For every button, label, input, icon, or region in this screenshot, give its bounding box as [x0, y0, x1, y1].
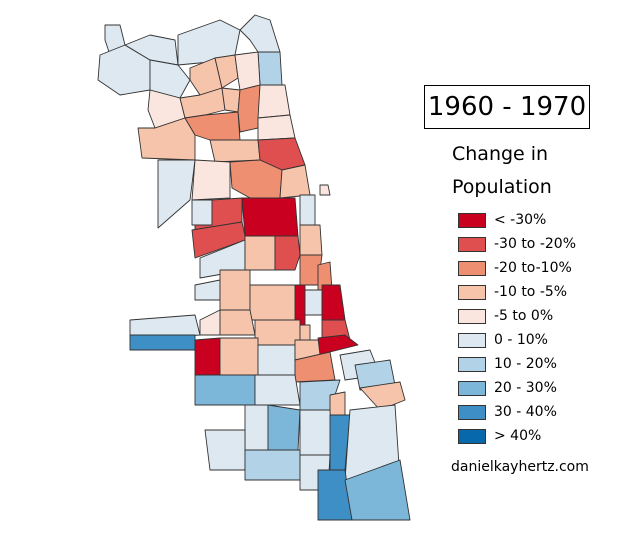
area-austin-north	[191, 199, 213, 226]
area-brighton-park	[249, 284, 301, 321]
legend-swatch	[458, 356, 486, 372]
area-archer-heights	[219, 269, 251, 311]
area-east-garfield	[244, 235, 276, 271]
area-chicago-lawn	[219, 337, 259, 376]
area-bridgeport	[294, 284, 306, 326]
legend-label: 30 - 40%	[494, 404, 557, 420]
legend-title: Change in Population	[452, 138, 572, 204]
area-near-north-side	[299, 194, 316, 226]
area-south-chicago	[359, 381, 406, 411]
legend-swatch	[458, 332, 486, 348]
area-forest-glen	[124, 34, 179, 66]
area-loop	[319, 184, 331, 196]
area-armour-square	[304, 289, 323, 316]
map-title: 1960 - 1970	[424, 85, 590, 129]
area-jefferson-park	[149, 59, 191, 99]
area-montclare	[157, 159, 196, 229]
area-fuller-park	[299, 324, 311, 341]
area-logan-square	[279, 164, 311, 199]
area-hegewisch	[344, 459, 411, 521]
area-edgewater	[257, 84, 291, 119]
legend-swatch	[458, 284, 486, 300]
credit-text: danielkayhertz.com	[451, 459, 589, 475]
area-new-city	[254, 319, 301, 346]
area-west-ridge	[257, 51, 283, 86]
area-lakeview	[209, 139, 261, 163]
legend-item: 30 - 40%	[458, 400, 576, 424]
legend-label: -20 to-10%	[494, 260, 572, 276]
area-lincoln-square	[234, 51, 261, 91]
area-uptown	[237, 84, 261, 133]
area-dunning	[137, 117, 196, 161]
legend-label: -10 to -5%	[494, 284, 568, 300]
area-avalon-park	[329, 391, 346, 416]
legend-item: -30 to -20%	[458, 232, 576, 256]
area-near-west-side	[274, 235, 301, 271]
area-rogers-park	[239, 14, 281, 56]
legend-swatch	[458, 260, 486, 276]
legend-item: < -30%	[458, 208, 576, 232]
legend-label: 0 - 10%	[494, 332, 548, 348]
legend-swatch	[458, 212, 486, 228]
area-ashburn	[194, 374, 256, 406]
area-humboldt-park	[241, 197, 299, 237]
area-auburn-gresham	[254, 374, 301, 406]
area-west-town-east	[299, 224, 323, 256]
area-beverly	[244, 404, 269, 451]
legend-label: < -30%	[494, 212, 547, 228]
legend-label: 20 - 30%	[494, 380, 557, 396]
legend-swatch	[458, 428, 486, 444]
legend-title-line2: Population	[452, 176, 552, 198]
legend-label: -30 to -20%	[494, 236, 576, 252]
legend-swatch	[458, 404, 486, 420]
legend-swatch	[458, 308, 486, 324]
legend-item: -10 to -5%	[458, 280, 576, 304]
legend-item: 10 - 20%	[458, 352, 576, 376]
area-mount-greenwood	[204, 429, 246, 471]
area-morgan-park	[244, 449, 301, 481]
legend-item: 20 - 30%	[458, 376, 576, 400]
legend-label: > 40%	[494, 428, 542, 444]
area-roseland	[299, 409, 333, 456]
area-west-lawn	[194, 337, 221, 376]
legend-label: 10 - 20%	[494, 356, 557, 372]
area-kenwood	[317, 334, 359, 356]
area-englewood	[257, 344, 296, 376]
area-douglas	[321, 284, 346, 321]
area-garfield-ridge-north	[194, 279, 221, 301]
legend-swatch	[458, 380, 486, 396]
legend-item: -20 to-10%	[458, 256, 576, 280]
area-north-center	[221, 87, 241, 113]
area-belmont-cragin	[191, 159, 231, 201]
legend-item: -5 to 0%	[458, 304, 576, 328]
area-west-elsdon	[199, 309, 221, 336]
legend-swatch	[458, 236, 486, 252]
area-gage-park	[219, 309, 256, 336]
legend-label: -5 to 0%	[494, 308, 554, 324]
area-clearing	[129, 334, 196, 351]
legend-item: 0 - 10%	[458, 328, 576, 352]
legend-item: > 40%	[458, 424, 576, 448]
legend: < -30% -30 to -20% -20 to-10% -10 to -5%…	[458, 208, 576, 448]
area-lakeview-north	[257, 114, 296, 141]
area-washington-heights	[267, 404, 301, 451]
legend-title-line1: Change in	[452, 143, 549, 165]
